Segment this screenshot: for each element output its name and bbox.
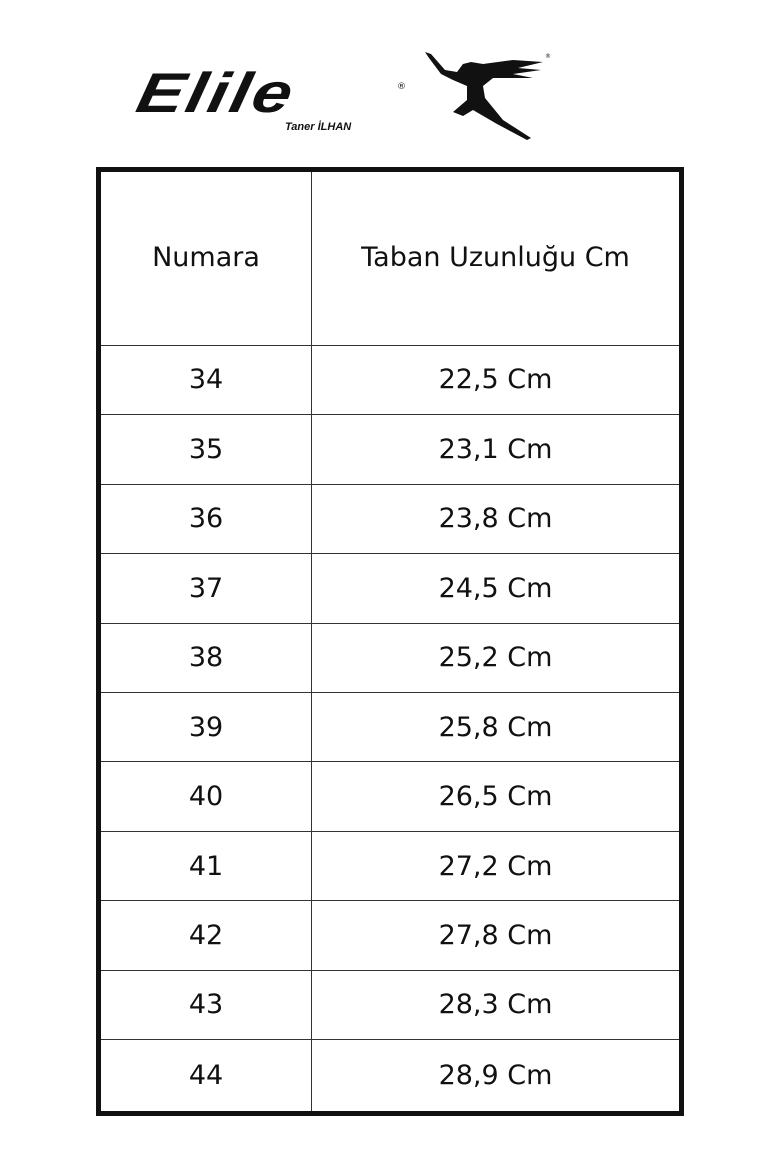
- size-cell: 42: [98, 900, 312, 971]
- size-cell: 43: [98, 969, 312, 1041]
- sole-length-cell: 24,5 Cm: [311, 553, 682, 624]
- brand-subtitle: Taner İLHAN: [285, 121, 352, 133]
- table-row: 42 27,8 Cm: [98, 900, 682, 971]
- header-sole-length: Taban Uzunluğu Cm: [311, 169, 682, 346]
- sole-length-cell: 28,3 Cm: [311, 969, 682, 1041]
- table-row: 39 25,8 Cm: [98, 691, 682, 763]
- size-cell: 44: [98, 1039, 312, 1114]
- size-chart-table: Numara Taban Uzunluğu Cm 34 22,5 Cm 35 23,1…: [96, 167, 684, 1116]
- size-cell: 38: [98, 622, 312, 693]
- table-row: 40 26,5 Cm: [98, 761, 682, 832]
- sole-length-cell: 25,2 Cm: [311, 622, 682, 693]
- size-cell: 35: [98, 414, 312, 485]
- svg-text:®: ®: [545, 53, 551, 60]
- table-row: 38 25,2 Cm: [98, 622, 682, 693]
- table-row: 37 24,5 Cm: [98, 553, 682, 624]
- table-row: 41 27,2 Cm: [98, 830, 682, 902]
- sole-length-cell: 28,9 Cm: [311, 1039, 682, 1114]
- table-row: 43 28,3 Cm: [98, 969, 682, 1041]
- sole-length-cell: 27,2 Cm: [311, 830, 682, 902]
- sole-length-cell: 23,1 Cm: [311, 414, 682, 485]
- header-size: Numara: [98, 169, 312, 346]
- table-row: 34 22,5 Cm: [98, 344, 682, 416]
- sole-length-cell: 22,5 Cm: [311, 344, 682, 416]
- table-row: 35 23,1 Cm: [98, 414, 682, 485]
- sole-length-cell: 27,8 Cm: [311, 900, 682, 971]
- sole-length-cell: 26,5 Cm: [311, 761, 682, 832]
- brand-logo: Elile ® Taner İLHAN ®: [131, 52, 565, 145]
- size-cell: 37: [98, 553, 312, 624]
- sole-length-cell: 25,8 Cm: [311, 691, 682, 763]
- sole-length-cell: 23,8 Cm: [311, 483, 682, 555]
- size-cell: 41: [98, 830, 312, 902]
- size-cell: 40: [98, 761, 312, 832]
- table-header-row: Numara Taban Uzunluğu Cm: [98, 169, 682, 346]
- registered-mark: ®: [397, 82, 406, 92]
- fairy-logo-icon: ®: [425, 52, 551, 140]
- size-cell: 34: [98, 344, 312, 416]
- brand-name: Elile: [131, 61, 302, 124]
- size-cell: 36: [98, 483, 312, 555]
- table-row: 36 23,8 Cm: [98, 483, 682, 555]
- size-cell: 39: [98, 691, 312, 763]
- table-row: 44 28,9 Cm: [98, 1039, 682, 1114]
